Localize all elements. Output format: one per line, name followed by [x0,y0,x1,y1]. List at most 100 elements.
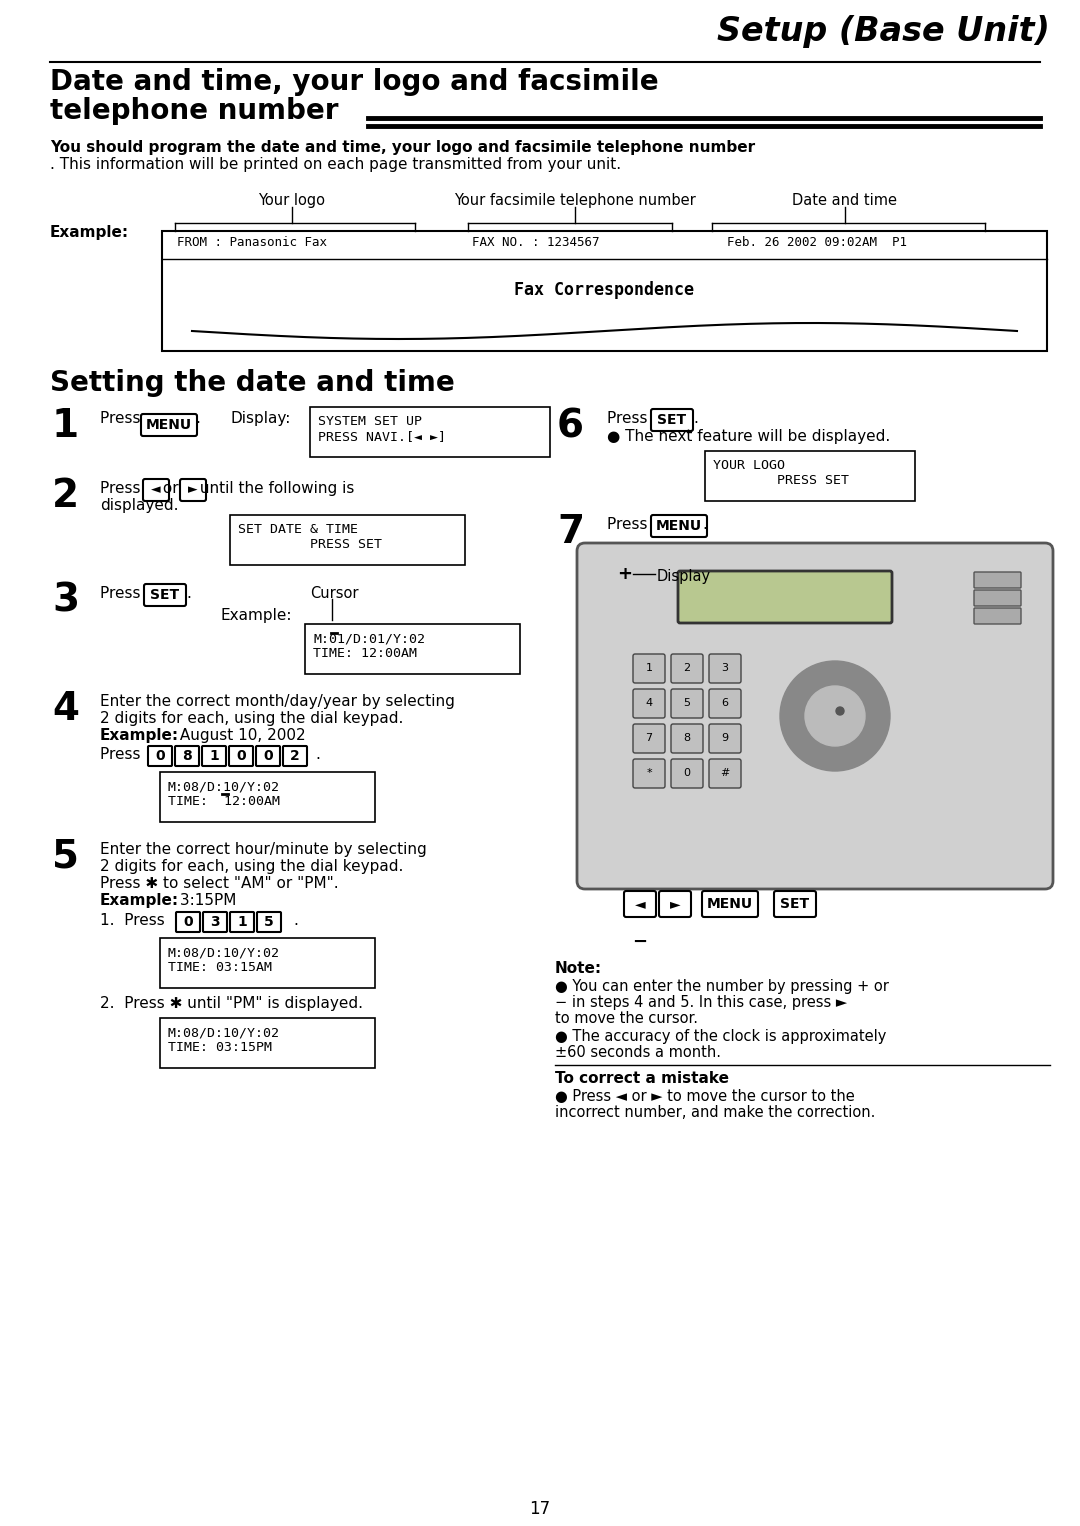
Text: M:08/D:10/Y:02: M:08/D:10/Y:02 [168,1025,280,1039]
Text: 4: 4 [646,697,652,708]
FancyBboxPatch shape [144,584,186,606]
Text: .: . [702,517,707,533]
Text: 2: 2 [291,749,300,763]
Text: telephone number: telephone number [50,98,338,125]
FancyBboxPatch shape [175,746,199,766]
Text: 7: 7 [646,732,652,743]
Bar [230,514,465,565]
Text: 8: 8 [684,732,690,743]
FancyBboxPatch shape [230,913,254,932]
Text: 5: 5 [265,916,274,929]
Text: Your logo: Your logo [258,192,325,208]
Text: 4: 4 [52,690,79,728]
Bar [160,1018,375,1068]
Text: 6: 6 [557,407,584,446]
Bar [160,938,375,987]
Text: .: . [315,748,320,761]
FancyBboxPatch shape [577,543,1053,890]
FancyBboxPatch shape [176,913,200,932]
Text: Enter the correct month/day/year by selecting: Enter the correct month/day/year by sele… [100,694,455,710]
Text: Setup (Base Unit): Setup (Base Unit) [717,15,1050,47]
FancyBboxPatch shape [651,514,707,537]
Text: SET DATE & TIME: SET DATE & TIME [238,523,357,536]
Text: ►: ► [670,897,680,911]
Text: *: * [646,768,652,778]
Text: displayed.: displayed. [100,497,178,513]
Text: 1: 1 [52,407,79,446]
Text: Example:: Example: [50,224,130,240]
FancyBboxPatch shape [671,723,703,752]
FancyBboxPatch shape [708,758,741,787]
Text: 2 digits for each, using the dial keypad.: 2 digits for each, using the dial keypad… [100,711,403,726]
Bar [160,772,375,823]
Text: 0: 0 [237,749,246,763]
Text: ● You can enter the number by pressing + or: ● You can enter the number by pressing +… [555,980,889,993]
Text: TIME:  12:00AM: TIME: 12:00AM [168,795,280,807]
Bar [305,624,519,674]
Text: Date and time, your logo and facsimile: Date and time, your logo and facsimile [50,69,659,96]
Text: Press ✱ to select "AM" or "PM".: Press ✱ to select "AM" or "PM". [100,876,339,891]
Text: SET: SET [150,588,179,601]
FancyBboxPatch shape [702,891,758,917]
FancyBboxPatch shape [203,913,227,932]
Circle shape [836,707,843,716]
Text: 1: 1 [210,749,219,763]
Text: 2: 2 [52,478,79,514]
Text: FROM : Panasonic Fax: FROM : Panasonic Fax [177,237,327,249]
Text: or: or [158,481,184,496]
FancyBboxPatch shape [141,414,197,436]
Text: Display: Display [657,569,711,584]
Text: until the following is: until the following is [195,481,354,496]
Text: PRESS SET: PRESS SET [238,537,382,551]
FancyBboxPatch shape [633,690,665,719]
Text: MENU: MENU [146,418,192,432]
Text: ±60 seconds a month.: ±60 seconds a month. [555,1045,721,1061]
Text: MENU: MENU [656,519,702,533]
Text: 5: 5 [52,838,79,876]
Text: 1.  Press: 1. Press [100,913,170,928]
FancyBboxPatch shape [708,723,741,752]
FancyBboxPatch shape [283,746,307,766]
Text: Date and time: Date and time [793,192,897,208]
Text: M:08/D:10/Y:02: M:08/D:10/Y:02 [168,780,280,794]
Text: SYSTEM SET UP: SYSTEM SET UP [318,415,422,427]
Text: 0: 0 [684,768,690,778]
Text: to move the cursor.: to move the cursor. [555,1012,698,1025]
FancyBboxPatch shape [633,723,665,752]
Text: M:01/D:01/Y:02: M:01/D:01/Y:02 [313,632,426,645]
Text: 0: 0 [184,916,193,929]
Text: 3:15PM: 3:15PM [175,893,237,908]
Text: Cursor: Cursor [310,586,359,601]
Text: Your facsimile telephone number: Your facsimile telephone number [454,192,696,208]
Text: .: . [693,410,698,426]
Text: 2: 2 [684,662,690,673]
Text: 7: 7 [557,513,584,551]
Text: 2 digits for each, using the dial keypad.: 2 digits for each, using the dial keypad… [100,859,403,874]
Text: 17: 17 [529,1500,551,1518]
Text: 6: 6 [721,697,729,708]
FancyBboxPatch shape [143,479,168,501]
Text: TIME: 03:15PM: TIME: 03:15PM [168,1041,272,1054]
Text: TIME: 12:00AM: TIME: 12:00AM [313,647,417,659]
FancyBboxPatch shape [671,758,703,787]
FancyBboxPatch shape [180,479,206,501]
Text: ◄: ◄ [635,897,646,911]
FancyBboxPatch shape [256,746,280,766]
Text: Press: Press [100,748,146,761]
Text: 3: 3 [211,916,220,929]
Text: Enter the correct hour/minute by selecting: Enter the correct hour/minute by selecti… [100,842,427,858]
Text: ►: ► [188,484,198,496]
FancyBboxPatch shape [671,690,703,719]
Text: Fax Correspondence: Fax Correspondence [514,281,694,299]
Text: PRESS NAVI.[◄ ►]: PRESS NAVI.[◄ ►] [318,430,446,443]
Bar [705,452,915,501]
FancyBboxPatch shape [974,607,1021,624]
Bar [162,230,1047,351]
Text: . This information will be printed on each page transmitted from your unit.: . This information will be printed on ea… [50,157,621,172]
Text: .: . [195,410,200,426]
Text: ● The accuracy of the clock is approximately: ● The accuracy of the clock is approxima… [555,1029,887,1044]
Text: M:08/D:10/Y:02: M:08/D:10/Y:02 [168,946,280,958]
Text: −: − [633,932,648,951]
FancyBboxPatch shape [678,571,892,623]
Text: 9: 9 [721,732,729,743]
